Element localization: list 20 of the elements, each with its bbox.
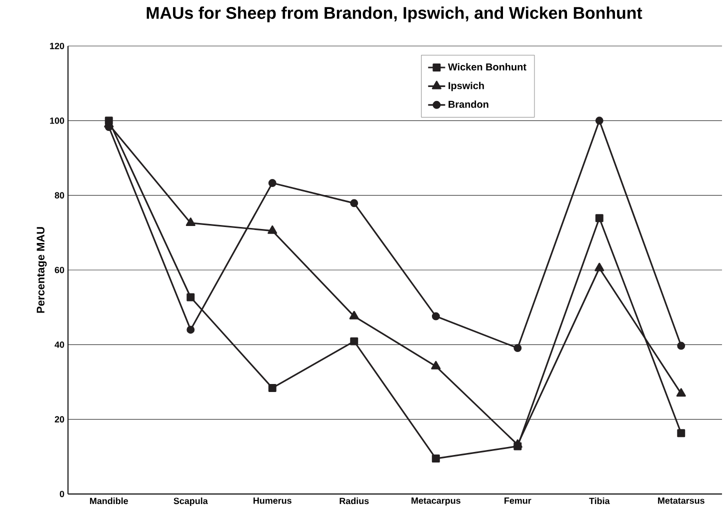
y-tick-label: 100 <box>50 117 64 124</box>
y-tick-label: 60 <box>54 266 64 274</box>
x-tick-label: Femur <box>504 498 532 504</box>
y-tick-label: 20 <box>54 416 64 423</box>
legend-label: Brandon <box>448 100 488 108</box>
x-tick-label: Metacarpus <box>412 498 460 506</box>
x-tick-label: Scapula <box>174 498 208 506</box>
x-tick-label: Mandible <box>90 498 128 504</box>
legend-label: Wicken Bonhunt <box>448 63 526 70</box>
y-tick-label: 80 <box>54 192 64 199</box>
legend-label: Ipswich <box>448 82 484 92</box>
y-tick-label: 0 <box>60 490 64 498</box>
chart-title: MAUs for Sheep from Brandon, Ipswich, and Wicken Bonhunt <box>146 6 642 22</box>
y-axis-title: Percentage MAU <box>36 227 47 313</box>
x-tick-label: Humerus <box>254 498 292 504</box>
x-tick-label: Radius <box>340 498 369 504</box>
y-tick-label: 40 <box>54 341 64 348</box>
x-tick-label: Metatarsus <box>658 498 704 504</box>
x-tick-label: Tibia <box>589 498 610 504</box>
y-tick-label: 120 <box>50 42 64 50</box>
